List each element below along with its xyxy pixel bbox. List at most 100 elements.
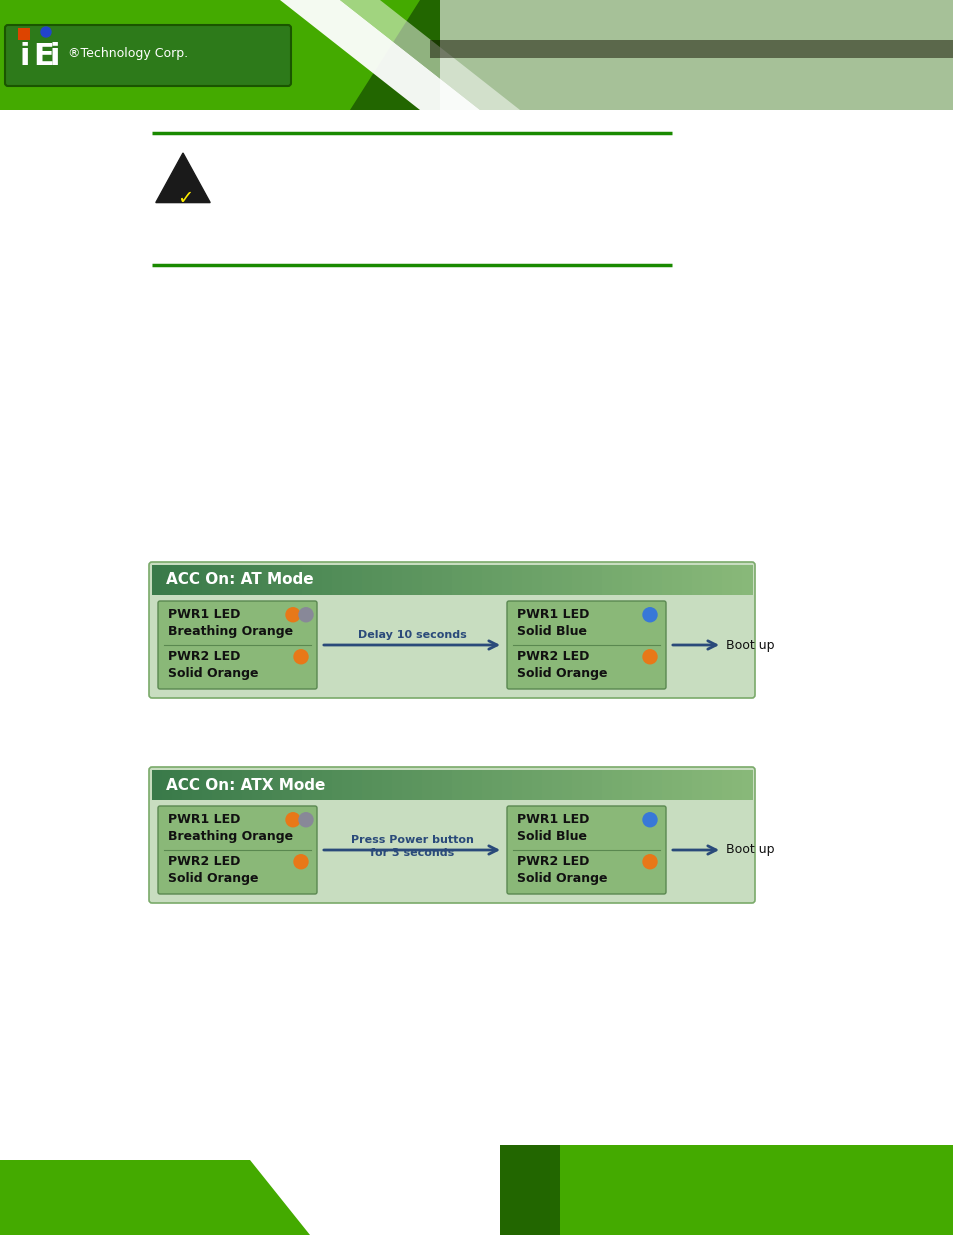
Bar — [512, 769, 522, 800]
Bar — [232, 564, 243, 595]
Bar — [262, 769, 273, 800]
Text: for 3 seconds: for 3 seconds — [370, 848, 454, 858]
Bar — [361, 564, 373, 595]
Bar — [302, 564, 313, 595]
Bar — [452, 564, 462, 595]
Bar — [212, 769, 223, 800]
Text: Solid Orange: Solid Orange — [168, 667, 258, 680]
Circle shape — [294, 855, 308, 868]
Bar — [18, 28, 30, 40]
Bar — [492, 769, 502, 800]
Bar — [401, 564, 413, 595]
Polygon shape — [0, 0, 953, 110]
Bar — [532, 769, 542, 800]
Bar — [292, 769, 303, 800]
Bar — [232, 769, 243, 800]
Bar — [601, 564, 613, 595]
Bar — [242, 769, 253, 800]
Circle shape — [294, 650, 308, 663]
Bar — [452, 769, 462, 800]
Polygon shape — [0, 1160, 310, 1235]
Bar — [581, 769, 593, 800]
Bar — [322, 564, 333, 595]
Bar — [741, 769, 752, 800]
Polygon shape — [559, 1145, 953, 1235]
Bar — [731, 564, 742, 595]
Bar — [641, 769, 652, 800]
Bar — [521, 564, 533, 595]
Text: ®Technology Corp.: ®Technology Corp. — [68, 47, 188, 61]
Bar — [561, 564, 573, 595]
Bar — [472, 564, 482, 595]
Bar — [361, 769, 373, 800]
Circle shape — [298, 608, 313, 621]
Bar — [521, 769, 533, 800]
Bar — [302, 769, 313, 800]
Bar — [592, 564, 602, 595]
Bar — [381, 564, 393, 595]
Bar — [501, 769, 513, 800]
Bar — [352, 564, 363, 595]
Polygon shape — [339, 0, 519, 110]
Text: PWR1 LED: PWR1 LED — [517, 609, 589, 621]
Bar — [332, 564, 343, 595]
Circle shape — [286, 813, 299, 826]
Bar — [612, 564, 622, 595]
Bar — [202, 564, 213, 595]
Bar — [192, 564, 203, 595]
Text: Breathing Orange: Breathing Orange — [168, 625, 293, 638]
Bar — [182, 769, 193, 800]
Bar — [721, 564, 732, 595]
Bar — [532, 564, 542, 595]
Bar — [292, 564, 303, 595]
Bar — [312, 564, 323, 595]
Bar — [592, 769, 602, 800]
Text: ACC On: AT Mode: ACC On: AT Mode — [166, 573, 314, 588]
Bar — [621, 769, 633, 800]
Text: Breathing Orange: Breathing Orange — [168, 830, 293, 844]
Bar — [242, 564, 253, 595]
Bar — [492, 564, 502, 595]
Polygon shape — [0, 0, 419, 110]
Text: PWR1 LED: PWR1 LED — [168, 814, 240, 826]
Bar — [441, 564, 453, 595]
Bar — [541, 769, 553, 800]
Bar — [182, 564, 193, 595]
Bar — [681, 769, 692, 800]
Circle shape — [298, 813, 313, 826]
Text: Solid Orange: Solid Orange — [517, 667, 607, 680]
Bar — [222, 564, 233, 595]
Bar — [381, 769, 393, 800]
Circle shape — [642, 855, 657, 868]
Text: i: i — [20, 42, 30, 70]
Bar — [661, 564, 672, 595]
FancyBboxPatch shape — [149, 767, 754, 903]
Bar — [401, 769, 413, 800]
Bar — [222, 769, 233, 800]
Bar — [392, 564, 402, 595]
Bar — [631, 769, 642, 800]
Bar — [631, 564, 642, 595]
Bar — [711, 564, 722, 595]
Bar — [441, 769, 453, 800]
Text: Boot up: Boot up — [725, 844, 774, 857]
Text: Solid Blue: Solid Blue — [517, 625, 586, 638]
Bar — [641, 564, 652, 595]
Bar — [372, 769, 382, 800]
Polygon shape — [439, 0, 953, 110]
Text: i: i — [50, 42, 60, 70]
Bar — [421, 564, 433, 595]
Bar — [541, 564, 553, 595]
Text: PWR2 LED: PWR2 LED — [168, 856, 240, 868]
Bar — [332, 769, 343, 800]
Polygon shape — [379, 1150, 499, 1235]
Bar — [721, 769, 732, 800]
Text: Solid Blue: Solid Blue — [517, 830, 586, 844]
Bar — [202, 769, 213, 800]
Bar — [472, 769, 482, 800]
Bar — [661, 769, 672, 800]
Bar — [741, 564, 752, 595]
Bar — [352, 769, 363, 800]
Bar — [621, 564, 633, 595]
Text: ✓: ✓ — [176, 189, 193, 209]
